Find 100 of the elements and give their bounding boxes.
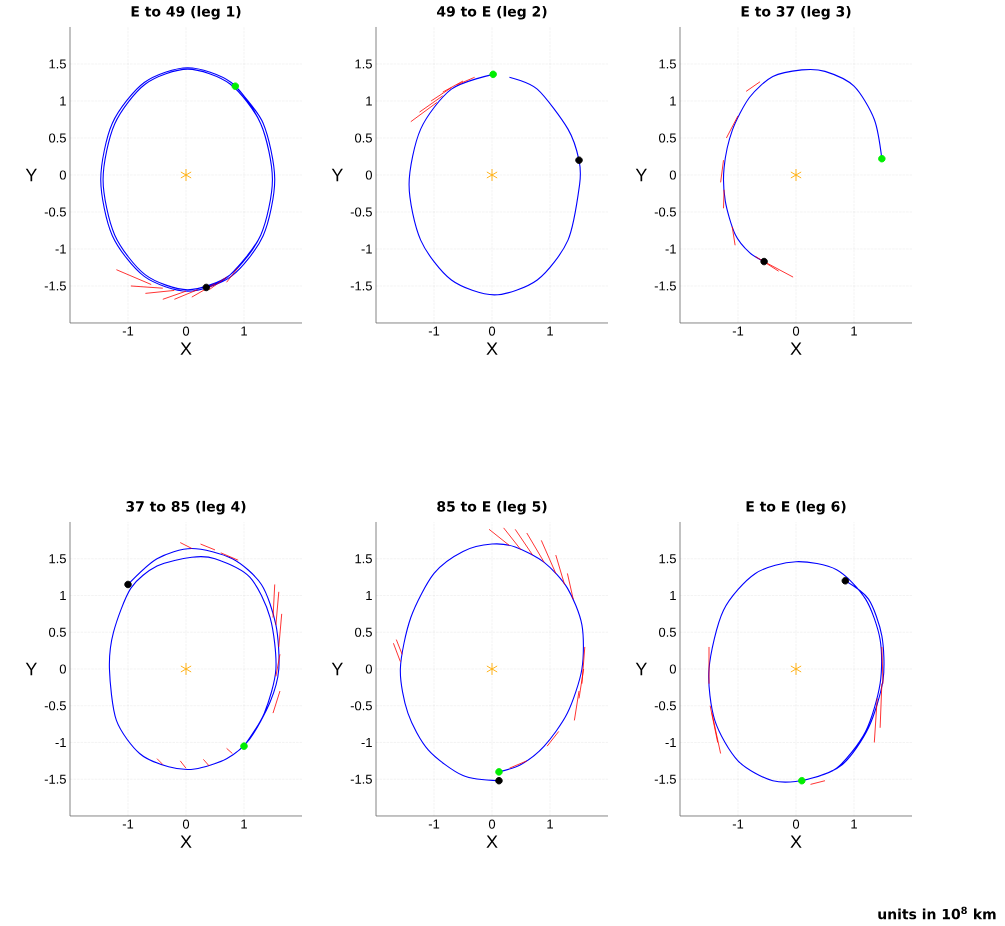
point [489, 70, 497, 79]
point [202, 283, 211, 292]
x-tick-label: 0 [792, 326, 800, 336]
y-axis-title: Y [635, 168, 647, 182]
x-tick-label: 1 [851, 819, 857, 829]
y-tick-label: 1 [366, 591, 372, 600]
point [575, 156, 583, 164]
y-tick-label: -1.5 [44, 281, 66, 291]
y-tick-label: 0.5 [354, 133, 372, 143]
x-tick-label: 0 [488, 326, 496, 336]
line-series [108, 547, 280, 770]
x-tick-label: 1 [851, 326, 857, 336]
chart-title: 37 to 85 (leg 4) [126, 500, 246, 515]
x-tick-label: -1 [122, 819, 134, 829]
x-axis-title: X [486, 835, 498, 848]
y-tick-label: -1 [55, 738, 66, 747]
x-tick-label: 1 [547, 326, 553, 336]
x-tick-label: -1 [428, 819, 440, 829]
y-axis-title: Y [25, 168, 37, 182]
y-tick-label: -1.5 [654, 281, 676, 291]
y-tick-label: -0.5 [654, 701, 676, 711]
y-tick-label: 0.5 [48, 133, 66, 143]
x-tick-label: 0 [182, 326, 190, 336]
y-tick-label: 0 [365, 170, 372, 180]
text: units in 10$^{8}$ km [878, 906, 996, 920]
y-tick-label: -1.5 [44, 774, 66, 784]
y-tick-label: -1 [55, 244, 66, 254]
y-tick-label: -1.5 [654, 774, 676, 784]
point [878, 154, 886, 163]
y-tick-label: 1.5 [49, 59, 66, 69]
y-tick-label: 0 [669, 664, 676, 674]
y-tick-label: 0 [365, 664, 372, 674]
y-tick-label: -0.5 [654, 207, 676, 217]
y-tick-label: 0.5 [658, 627, 676, 637]
point [495, 768, 503, 776]
point [180, 168, 192, 182]
x-axis-title: X [486, 342, 498, 355]
y-tick-label: 1 [60, 96, 66, 106]
y-tick-label: -1 [361, 738, 372, 747]
x-tick-label: 0 [792, 819, 800, 829]
y-tick-label: 1.5 [355, 59, 372, 69]
point [790, 662, 802, 676]
chart-title: E to E (leg 6) [746, 500, 846, 515]
point [486, 168, 498, 182]
x-tick-label: 0 [488, 819, 496, 829]
point [798, 776, 806, 785]
y-tick-label: -1.5 [350, 281, 372, 291]
chart-title: E to 37 (leg 3) [741, 5, 851, 20]
x-axis-title: X [790, 835, 802, 848]
y-tick-label: 1 [670, 591, 676, 600]
y-tick-label: 1.5 [49, 554, 66, 564]
y-tick-label: 0 [59, 664, 66, 674]
point [495, 776, 503, 785]
y-tick-label: -1.5 [350, 774, 372, 784]
y-axis-title: Y [331, 662, 343, 676]
point [124, 580, 132, 589]
y-tick-label: 0.5 [48, 627, 66, 637]
point [760, 257, 768, 266]
x-tick-label: 0 [182, 819, 190, 829]
x-axis-title: X [180, 342, 192, 355]
y-tick-label: 0 [669, 170, 676, 180]
point [486, 662, 498, 676]
point [790, 168, 802, 182]
y-axis-title: Y [635, 662, 647, 676]
y-tick-label: 0.5 [658, 133, 676, 143]
point [240, 742, 248, 750]
x-tick-label: -1 [732, 326, 744, 336]
y-tick-label: -0.5 [44, 701, 66, 711]
x-tick-label: 1 [547, 819, 553, 829]
line-series [100, 67, 276, 292]
y-axis-title: Y [25, 662, 37, 676]
y-tick-label: 1 [366, 96, 372, 106]
point [231, 82, 240, 90]
chart-title: E to 49 (leg 1) [131, 5, 241, 20]
y-tick-label: 1.5 [659, 59, 676, 69]
x-tick-label: -1 [122, 326, 134, 336]
y-tick-label: -0.5 [350, 701, 372, 711]
x-tick-label: 1 [241, 326, 247, 336]
y-tick-label: -1 [665, 738, 676, 747]
x-tick-label: 1 [241, 819, 247, 829]
y-tick-label: -0.5 [44, 207, 66, 217]
y-tick-label: 1.5 [355, 554, 372, 564]
chart-title: 49 to E (leg 2) [436, 5, 547, 20]
x-tick-label: -1 [732, 819, 744, 829]
line-series [708, 561, 885, 783]
point [180, 662, 192, 676]
x-axis-title: X [790, 342, 802, 355]
chart-title: 85 to E (leg 5) [437, 500, 547, 515]
y-tick-label: 1 [60, 591, 66, 600]
y-tick-label: -0.5 [350, 207, 372, 217]
y-tick-label: 1.5 [659, 554, 676, 564]
x-tick-label: -1 [428, 326, 440, 336]
y-tick-label: 0.5 [354, 627, 372, 637]
y-tick-label: 1 [670, 96, 676, 106]
x-axis-title: X [180, 835, 192, 848]
point [841, 577, 850, 585]
y-tick-label: 0 [59, 170, 66, 180]
y-tick-label: -1 [665, 244, 676, 254]
y-tick-label: -1 [361, 244, 372, 254]
y-axis-title: Y [331, 168, 343, 182]
